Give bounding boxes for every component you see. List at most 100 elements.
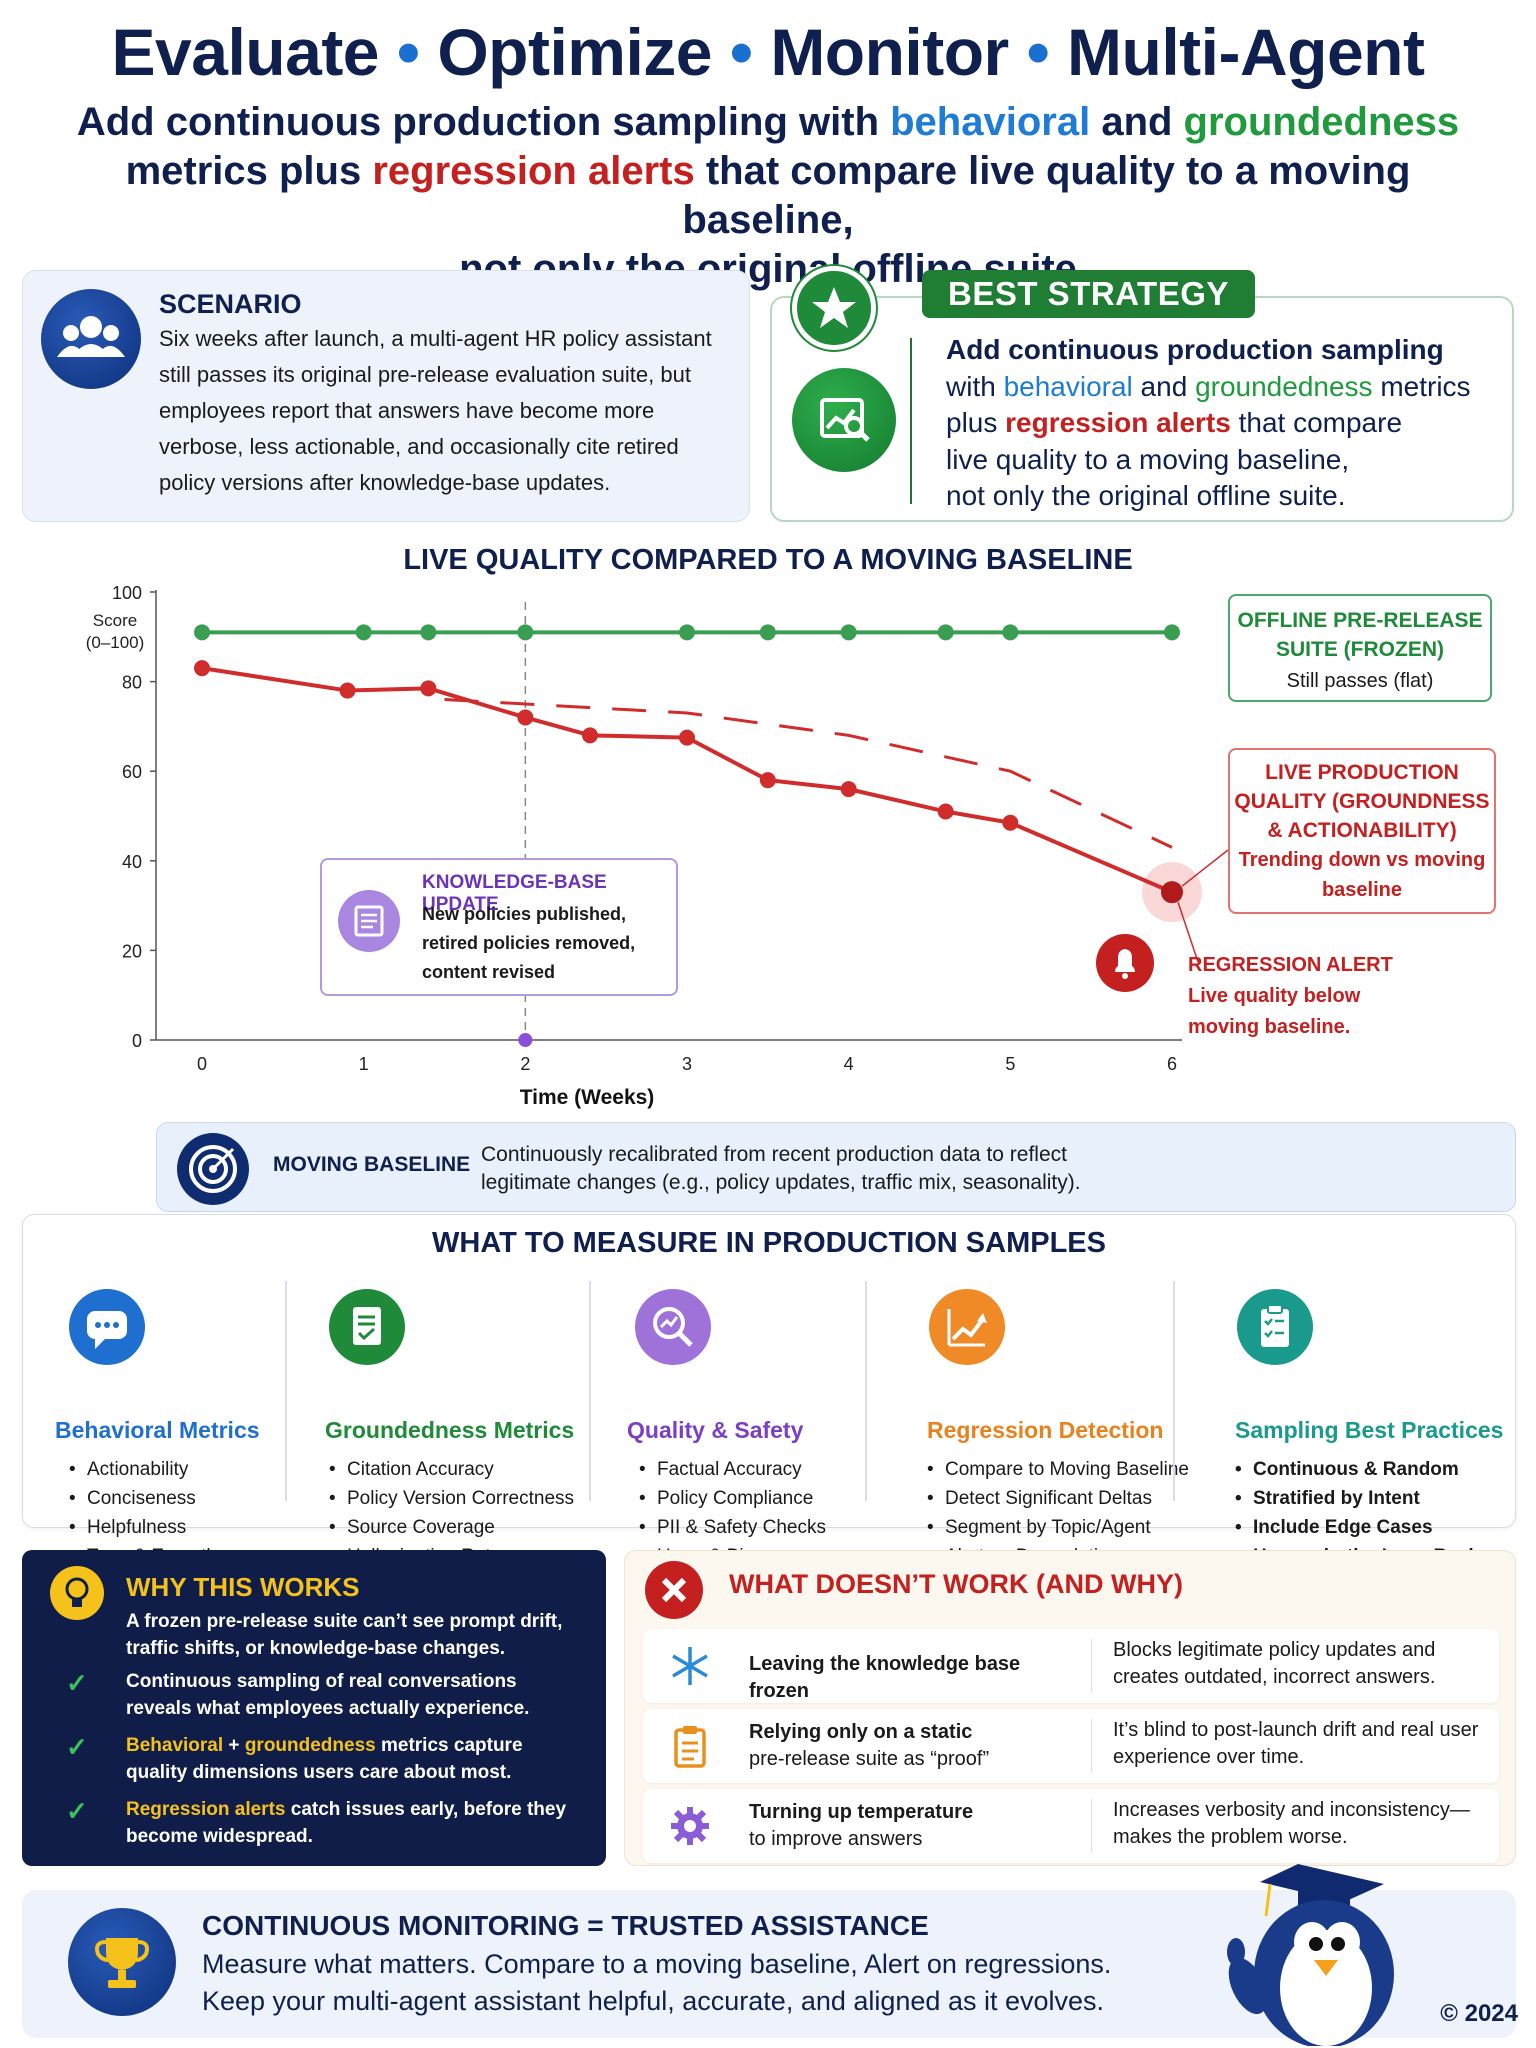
x-tick-label: 3 xyxy=(682,1054,692,1074)
x-tick-label: 6 xyxy=(1167,1054,1177,1074)
alert-heading: REGRESSION ALERT xyxy=(1188,954,1393,976)
data-point xyxy=(937,624,954,641)
list-item: Actionability xyxy=(69,1455,226,1484)
data-point xyxy=(517,709,534,726)
y-axis-label: Score xyxy=(93,611,137,630)
scenario-heading: SCENARIO xyxy=(159,289,302,319)
chart-search-icon xyxy=(792,368,896,472)
y-tick-label: 40 xyxy=(122,852,142,872)
dont-approach-rest: pre-release suite as “proof” xyxy=(749,1748,990,1770)
measure-column-title: Regression Detection xyxy=(927,1417,1164,1443)
star-icon xyxy=(792,266,876,350)
moving-baseline-banner: MOVING BASELINE Continuously recalibrate… xyxy=(156,1122,1516,1212)
live-quality-callout: LIVE PRODUCTION QUALITY (GROUNDNESS & AC… xyxy=(1228,748,1496,914)
x-circle-icon xyxy=(645,1561,703,1619)
why-groundedness: groundedness xyxy=(244,1735,376,1756)
x-tick-label: 2 xyxy=(520,1054,530,1074)
measure-column-regression: Regression Detection Compare to Moving B… xyxy=(905,1275,1189,1567)
subtitle-groundedness: groundedness xyxy=(1183,100,1460,144)
strategy-behavioral: behavioral xyxy=(1003,370,1133,402)
why-intro: A frozen pre-release suite can’t see pro… xyxy=(126,1611,563,1659)
check-icon: ✓ xyxy=(66,1668,88,1698)
column-divider xyxy=(1173,1281,1175,1501)
best-strategy-badge: BEST STRATEGY xyxy=(922,270,1255,318)
x-axis-label: Time (Weeks) xyxy=(520,1086,655,1109)
footer-text: Measure what matters. Compare to a movin… xyxy=(202,1946,1202,2020)
y-tick-label: 0 xyxy=(132,1031,142,1051)
why-text: catch issues early, before they become w… xyxy=(126,1799,567,1847)
strategy-line: and xyxy=(1132,370,1196,402)
list-item: Compare to Moving Baseline xyxy=(927,1455,1189,1484)
strategy-groundedness: groundedness xyxy=(1195,370,1373,402)
measure-column-title: Groundedness Metrics xyxy=(325,1417,575,1443)
dont-reason: It’s blind to post-launch drift and real… xyxy=(1113,1719,1479,1768)
footer-line: Keep your multi-agent assistant helpful,… xyxy=(202,1986,1105,2016)
list-item: PII & Safety Checks xyxy=(639,1513,826,1542)
subtitle-text: that compare live quality to a moving ba… xyxy=(682,149,1411,242)
why-point-text: Regression alerts catch issues early, be… xyxy=(126,1796,586,1850)
dont-approach: Leaving the knowledge base frozen xyxy=(749,1651,1079,1705)
data-point xyxy=(339,682,356,699)
penguin-graduate-icon xyxy=(1227,1864,1394,2046)
kb-heading: KNOWLEDGE-BASE UPDATE xyxy=(422,872,607,915)
dont-row: Relying only on a static pre-release suit… xyxy=(643,1709,1499,1783)
title-separator: • xyxy=(729,15,753,89)
strategy-line: live quality to a moving baseline, xyxy=(946,443,1350,475)
data-point xyxy=(194,624,210,641)
measure-column-groundedness: Groundedness Metrics Citation Accuracy P… xyxy=(325,1275,595,1567)
title-monitor: Monitor xyxy=(770,15,1009,89)
measure-column-quality-safety: Quality & Safety Factual Accuracy Policy… xyxy=(627,1275,867,1567)
kb-text: New policies published, retired policies… xyxy=(422,904,636,982)
dont-row: Leaving the knowledge base frozen Blocks… xyxy=(643,1629,1499,1703)
best-strategy-text: Add continuous production sampling with … xyxy=(946,332,1506,515)
list-item: Policy Compliance xyxy=(639,1484,826,1513)
clipboard-checklist-icon xyxy=(1237,1289,1313,1365)
measure-column-title: Sampling Best Practices xyxy=(1235,1417,1504,1443)
page-subtitle: Add continuous production sampling with … xyxy=(60,98,1476,294)
offline-text: Still passes (flat) xyxy=(1286,670,1434,692)
data-point xyxy=(937,803,954,820)
list-item: Citation Accuracy xyxy=(329,1455,574,1484)
data-point xyxy=(1164,624,1180,641)
why-text: + xyxy=(223,1735,245,1756)
why-regression-alerts: Regression alerts xyxy=(126,1799,286,1820)
list-item: Factual Accuracy xyxy=(639,1455,826,1484)
subtitle-text: Add continuous production sampling with xyxy=(76,100,891,144)
live-text: Trending down vs moving baseline xyxy=(1238,849,1486,901)
strategy-line: metrics xyxy=(1372,370,1471,402)
alert-connector xyxy=(1177,901,1199,963)
quality-chart: 0 20 40 60 80 100 0 1 2 3 4 5 6 Time (Weeks) Score (0–1… xyxy=(86,583,1229,1109)
why-text: metrics capture quality dimensions users… xyxy=(126,1735,523,1783)
dont-approach-bold: Turning up temperature xyxy=(749,1801,974,1823)
data-point xyxy=(1002,814,1019,831)
copyright: © 2024 xyxy=(1440,2000,1518,2027)
offline-suite-callout: OFFLINE PRE-RELEASE SUITE (FROZEN) Still… xyxy=(1228,594,1492,702)
strategy-regression-alerts: regression alerts xyxy=(1005,407,1231,438)
measure-column-title: Quality & Safety xyxy=(627,1417,804,1443)
subtitle-behavioral: behavioral xyxy=(890,100,1091,144)
dont-reason: Blocks legitimate policy updates and cre… xyxy=(1113,1639,1436,1688)
data-point xyxy=(1002,624,1019,641)
x-tick-label: 0 xyxy=(197,1054,207,1074)
divider xyxy=(910,338,912,504)
data-point xyxy=(679,729,695,746)
dont-row: Turning up temperature to improve answers… xyxy=(643,1789,1499,1863)
dont-approach-bold: Leaving the knowledge base frozen xyxy=(749,1653,1021,1702)
list-item: Include Edge Cases xyxy=(1235,1513,1499,1542)
column-divider xyxy=(285,1281,287,1501)
y-tick-label: 80 xyxy=(122,673,142,693)
y-tick-label: 20 xyxy=(122,941,142,961)
y-tick-label: 60 xyxy=(122,762,142,782)
data-point xyxy=(194,660,210,677)
x-tick-label: 4 xyxy=(844,1054,854,1074)
dont-heading: WHAT DOESN’T WORK (AND WHY) xyxy=(729,1569,1183,1599)
document-icon xyxy=(338,890,400,952)
data-point xyxy=(679,624,695,641)
subtitle-text: metrics plus xyxy=(125,149,373,193)
kb-update-callout: KNOWLEDGE-BASE UPDATE New policies publi… xyxy=(320,858,678,996)
scenario-card: SCENARIO Six weeks after launch, a multi… xyxy=(22,270,750,522)
title-separator: • xyxy=(396,15,420,89)
strategy-line: not only the original offline suite. xyxy=(946,480,1346,511)
list-item: Segment by Topic/Agent xyxy=(927,1513,1189,1542)
measure-panel: WHAT TO MEASURE IN PRODUCTION SAMPLES Be… xyxy=(22,1214,1516,1567)
